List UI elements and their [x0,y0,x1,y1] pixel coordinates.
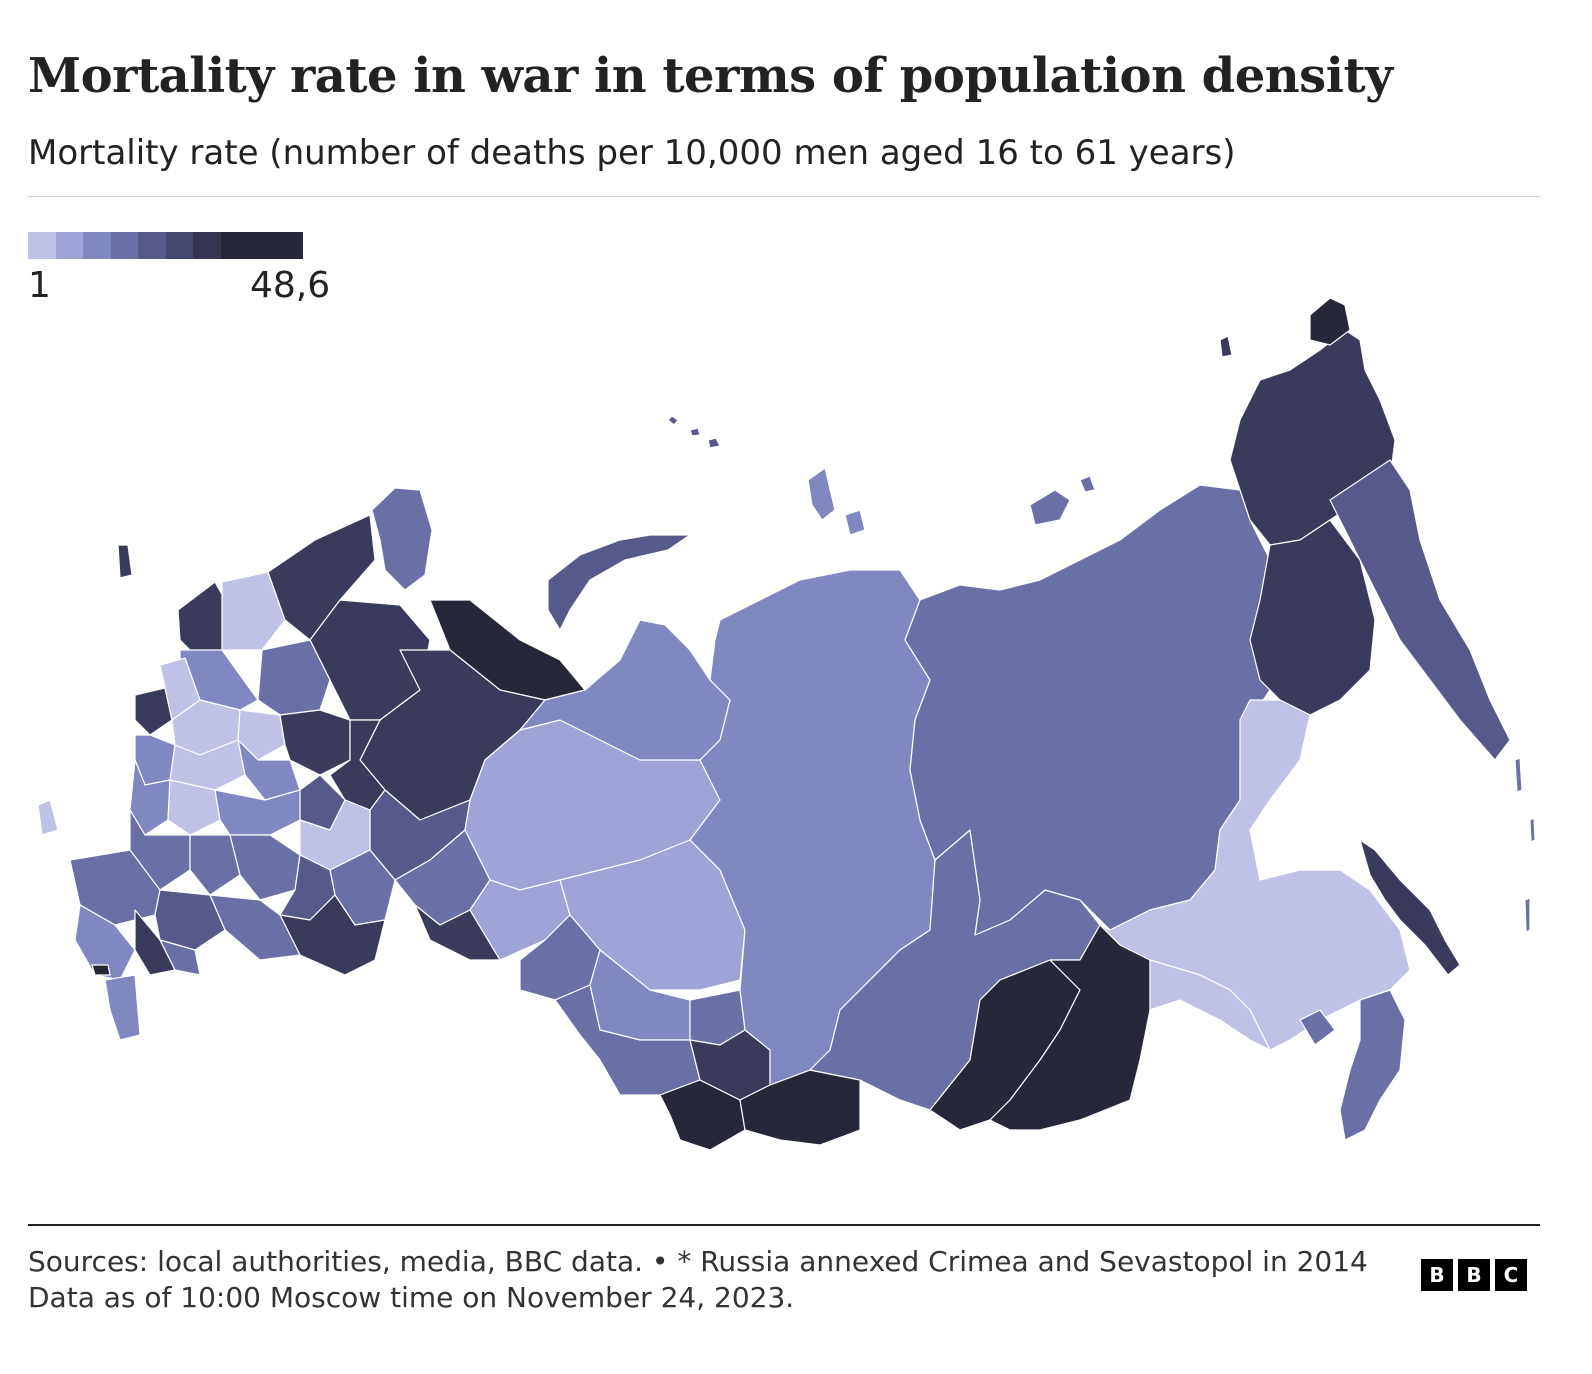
region-orenburg[interactable] [279,894,386,976]
legend-gradient-bar [28,232,303,259]
region-pskov[interactable] [134,687,173,736]
color-legend: 1 48,6 [28,232,358,312]
region-franz-josef[interactable] [667,415,721,449]
region-severnaya-zemlya[interactable] [844,509,866,536]
region-taymyr-island[interactable] [807,467,836,521]
bbc-logo-letter-b2: B [1458,1259,1490,1291]
legend-step-1 [55,232,83,259]
region-amur[interactable] [1149,959,1271,1051]
region-kaluga[interactable] [167,779,221,836]
legend-min-label: 1 [28,265,51,306]
bbc-logo-letter-b1: B [1421,1259,1453,1291]
legend-step-8 [248,232,276,259]
region-arkhangelsk-west[interactable] [267,514,376,641]
source-note: Sources: local authorities, media, BBC d… [28,1245,1368,1314]
region-nizhny[interactable] [214,789,301,836]
region-sakhalin[interactable] [1359,839,1461,976]
bbc-logo-letter-c: C [1495,1259,1527,1291]
chart-subtitle: Mortality rate (number of deaths per 10,… [28,133,1236,173]
region-astrakhan[interactable] [134,909,176,976]
legend-step-6 [193,232,221,259]
header-divider [28,196,1540,197]
region-karelia[interactable] [177,581,226,656]
legend-step-2 [83,232,111,259]
region-chukotka-north[interactable] [1309,297,1351,346]
region-novaya-zemlya[interactable] [547,534,691,631]
region-kamchatka[interactable] [1329,459,1511,761]
legend-max-label: 48,6 [250,265,331,306]
legend-step-3 [110,232,138,259]
region-magadan[interactable] [1249,519,1376,716]
region-murmansk[interactable] [221,571,286,651]
region-crimea[interactable] [91,964,111,976]
chart-title: Mortality rate in war in terms of popula… [28,48,1393,104]
region-belgorod[interactable] [37,799,59,836]
legend-step-4 [138,232,166,259]
legend-step-5 [165,232,193,259]
region-jewish-ao[interactable] [1299,1009,1336,1046]
region-kirov[interactable] [279,709,351,776]
region-primorsky[interactable] [1339,989,1406,1141]
region-kaliningrad[interactable] [117,544,133,579]
legend-step-9 [275,232,303,259]
footer-divider [28,1224,1540,1226]
region-stavropol[interactable] [159,939,201,976]
bbc-logo: B B C [1421,1259,1527,1291]
region-new-siberian-islands[interactable] [1029,475,1096,526]
legend-step-0 [28,232,56,259]
region-yaroslavl[interactable] [237,709,286,761]
region-voronezh[interactable] [189,834,241,896]
region-dagestan[interactable] [104,974,141,1041]
region-kuril-islands[interactable] [1514,757,1536,933]
region-wrangel-island[interactable] [1219,335,1233,358]
region-saratov[interactable] [209,894,301,961]
region-samara[interactable] [229,834,301,901]
region-novaya-island[interactable] [371,487,433,591]
russia-choropleth-map [37,297,1536,1151]
legend-step-7 [220,232,248,259]
